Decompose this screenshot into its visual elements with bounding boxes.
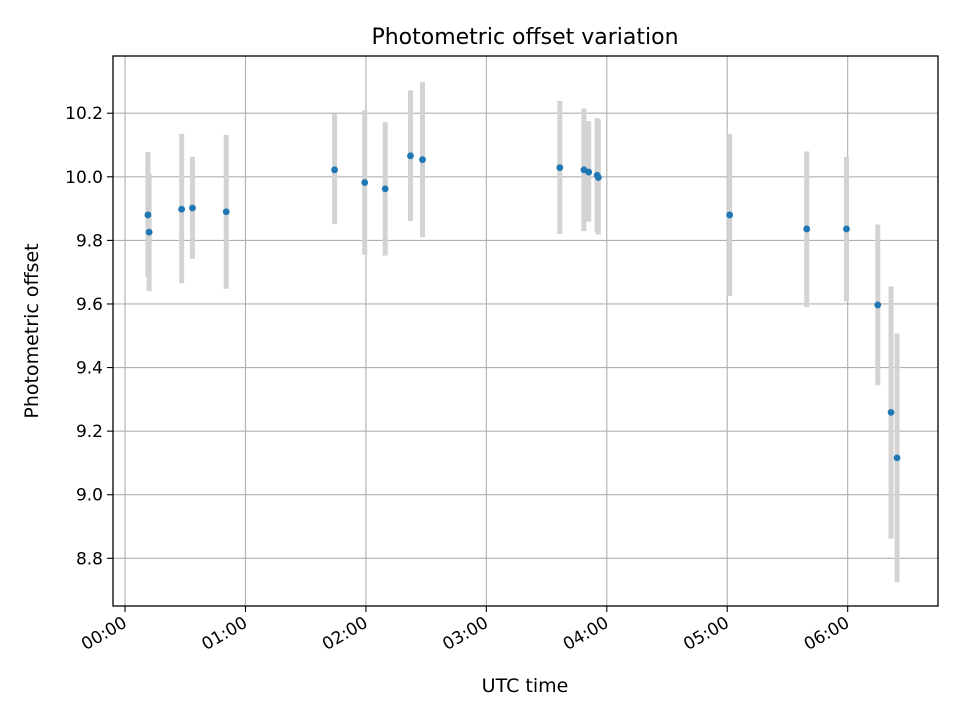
y-axis-title: Photometric offset: [21, 243, 43, 418]
data-point: [594, 174, 602, 181]
y-tick-label: 10.2: [65, 104, 103, 124]
data-point: [145, 228, 153, 236]
data-point: [874, 301, 882, 309]
data-point: [556, 164, 564, 171]
data-point: [887, 408, 895, 416]
data-point: [585, 168, 593, 176]
data-point: [726, 211, 734, 219]
data-point: [178, 205, 186, 213]
data-points: [144, 152, 901, 462]
data-point: [419, 156, 426, 164]
data-point: [381, 185, 389, 193]
data-point: [144, 211, 152, 219]
data-point: [803, 225, 811, 233]
y-tick-label: 10.0: [65, 168, 103, 188]
y-tick-label: 9.2: [76, 422, 103, 442]
y-axis-ticks: 8.8 9.0 9.2 9.4 9.6 9.8 10.0 10.2: [65, 104, 113, 569]
y-tick-label: 8.8: [76, 549, 103, 569]
plot-area-frame: [112, 55, 939, 607]
data-point: [222, 208, 230, 216]
data-point: [893, 454, 901, 462]
x-axis-title: UTC time: [482, 675, 569, 697]
y-tick-label: 9.8: [76, 231, 103, 251]
data-point: [361, 179, 369, 186]
y-tick-label: 9.4: [76, 359, 103, 379]
data-point: [843, 225, 850, 233]
chart-title: Photometric offset variation: [371, 25, 678, 50]
y-tick-label: 9.0: [76, 486, 103, 506]
data-point: [407, 152, 414, 160]
data-point: [331, 166, 339, 174]
data-point: [189, 204, 196, 212]
y-tick-label: 9.6: [76, 295, 103, 315]
